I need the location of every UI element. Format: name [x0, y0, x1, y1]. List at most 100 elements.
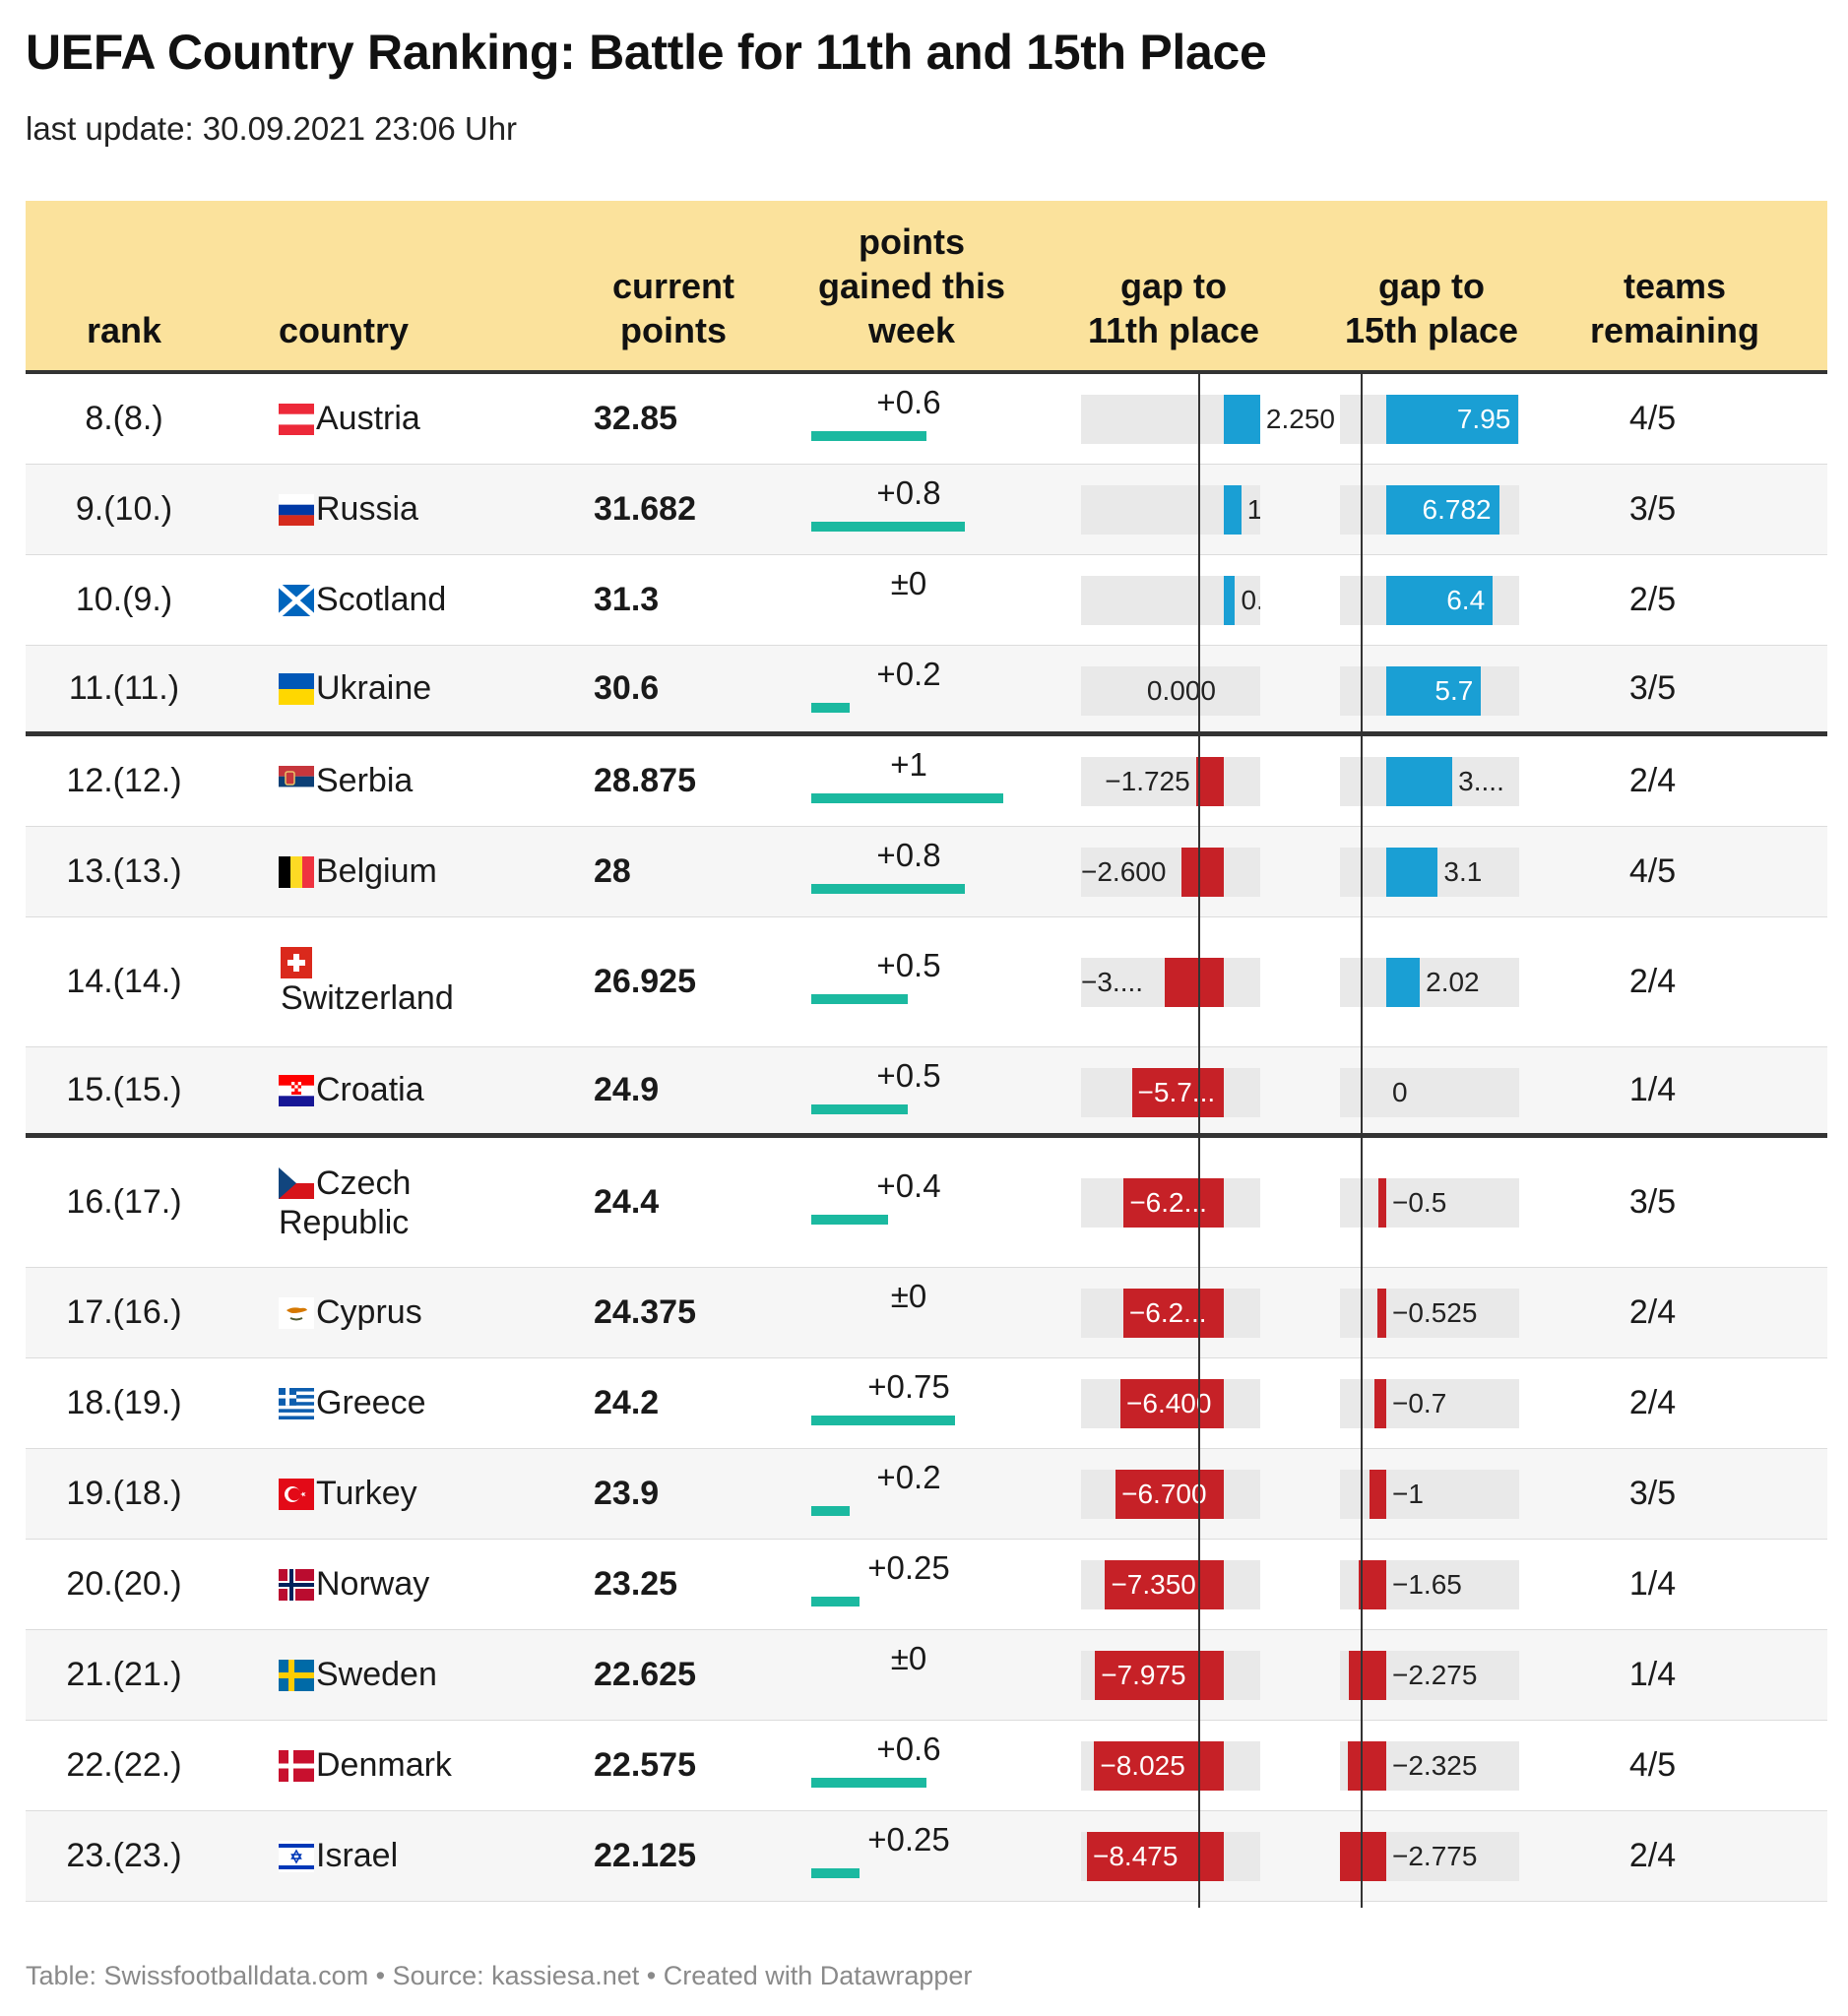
gap-11th-bar: [1094, 1741, 1224, 1791]
gap-15th-cell: −0.5: [1340, 1178, 1519, 1228]
rank-cell: 10.(9.): [75, 581, 173, 618]
current-points-cell: 22.575: [594, 1746, 696, 1784]
gap-15th-cell: −0.525: [1340, 1289, 1519, 1338]
country-cell: Ukraine: [279, 646, 574, 731]
current-points-cell: 24.375: [594, 1293, 696, 1331]
gap-15th-cell: −1.65: [1340, 1560, 1519, 1609]
turkey-flag-icon: [279, 1478, 314, 1510]
gap-11th-bar: [1224, 485, 1242, 535]
current-points-cell: 22.625: [594, 1656, 696, 1693]
gap-11th-bar: [1122, 1289, 1224, 1338]
points-gained-label: +0.6: [876, 384, 941, 420]
header-points-gained[interactable]: points gained this week: [817, 221, 1006, 350]
country-name: Scotland: [316, 581, 447, 618]
country-cell: Russia: [279, 465, 574, 554]
header-teams-remaining[interactable]: teams remaining: [1589, 266, 1760, 350]
header-rank[interactable]: rank: [86, 310, 162, 350]
teams-remaining-cell: 2/4: [1628, 963, 1677, 1000]
current-points-cell: 26.925: [594, 963, 696, 1000]
switzerland-flag-icon: [279, 946, 314, 978]
country-cell: Cyprus: [279, 1268, 574, 1357]
scotland-flag-icon: [277, 582, 316, 618]
gap-11th-cell: −6.400: [1081, 1379, 1260, 1428]
table-row: 12.(12.) Serbia 28.875 +1 −1.725 3.... 2/4: [26, 736, 1827, 827]
rank-cell: 14.(14.): [66, 963, 182, 1000]
gap-15th-cell: 6.782: [1340, 485, 1519, 535]
points-gained-cell: ±0: [811, 1268, 1055, 1357]
header-country[interactable]: country: [279, 310, 410, 350]
country-name: Cyprus: [316, 1293, 422, 1331]
gap-15th-bar: [1386, 958, 1421, 1007]
teams-remaining-cell: 4/5: [1628, 400, 1677, 437]
header-current-points[interactable]: current points: [611, 266, 735, 350]
points-gained-cell: +1: [811, 736, 1055, 826]
points-gained-cell: +0.2: [811, 646, 1055, 731]
gap-15th-bar: [1377, 1289, 1386, 1338]
points-gained-label: +0.2: [876, 656, 941, 692]
points-gained-label: +0.5: [876, 947, 941, 983]
points-gained-cell: ±0: [811, 555, 1055, 645]
gap-11th-bar: [1115, 1470, 1224, 1519]
gap-11th-bar: [1164, 958, 1224, 1007]
gap-11th-cell: −8.025: [1081, 1741, 1260, 1791]
table-row: 22.(22.) Denmark 22.575 +0.6 −8.025 −2.325 4/5: [26, 1721, 1827, 1811]
gap-11th-bar: [1224, 395, 1260, 444]
israel-flag-icon: [279, 1840, 314, 1872]
gap-11th-label: 0.000: [1146, 675, 1216, 706]
norway-flag-icon: [279, 1568, 314, 1601]
points-gained-label: +1: [890, 746, 927, 783]
points-gained-bar: [811, 1597, 860, 1606]
gap-11th-label: −5.7...: [1137, 1077, 1216, 1107]
gap-15th-label: 3....: [1458, 766, 1504, 796]
country-cell: Greece: [279, 1358, 574, 1448]
gap-15th-bar: [1386, 485, 1499, 535]
header-gap-15th[interactable]: gap to 15th place: [1344, 266, 1519, 350]
current-points-cell: 28: [594, 852, 631, 890]
rank-cell: 15.(15.): [66, 1071, 182, 1108]
gap-11th-bar: [1120, 1379, 1224, 1428]
points-gained-cell: +0.25: [811, 1540, 1055, 1629]
points-gained-cell: +0.8: [811, 465, 1055, 554]
country-name: Croatia: [316, 1071, 424, 1108]
current-points-cell: 30.6: [594, 669, 660, 707]
rank-cell: 17.(16.): [66, 1293, 182, 1331]
gap-15th-label: −0.5: [1392, 1187, 1447, 1218]
gap-11th-label: −6.400: [1126, 1388, 1212, 1418]
country-name-line: Republic: [279, 1203, 410, 1241]
gap-11th-cell: −2.600: [1081, 848, 1260, 897]
teams-remaining-cell: 2/4: [1628, 1384, 1677, 1421]
points-gained-cell: +0.25: [811, 1811, 1055, 1901]
current-points-cell: 32.85: [594, 400, 678, 437]
table-row: 15.(15.) Croatia 24.9 +0.5 −5.7... 0 1/4: [26, 1047, 1827, 1138]
points-gained-cell: +0.8: [811, 827, 1055, 916]
gap-15th-zero-axis: [1361, 374, 1363, 1908]
cyprus-flag-icon: [279, 1296, 314, 1329]
header-gap-11th[interactable]: gap to 11th place: [1087, 266, 1260, 350]
table-row: 9.(10.) Russia 31.682 +0.8 1.082 6.782 3/5: [26, 465, 1827, 555]
points-gained-bar: [811, 1868, 860, 1878]
country-cell: Sweden: [279, 1630, 574, 1720]
country-name: Israel: [316, 1837, 399, 1874]
belgium-flag-icon: [279, 855, 314, 888]
points-gained-label: +0.8: [876, 474, 941, 511]
gap-15th-label: −2.275: [1392, 1660, 1478, 1690]
gap-15th-bar: [1386, 757, 1453, 806]
current-points-cell: 24.2: [594, 1384, 660, 1421]
gap-11th-cell: −7.975: [1081, 1651, 1260, 1700]
serbia-flag-icon: [279, 765, 314, 797]
country-name: Serbia: [316, 762, 414, 799]
gap-11th-label: −7.350: [1111, 1569, 1196, 1600]
teams-remaining-cell: 2/4: [1628, 762, 1677, 799]
country-name: Belgium: [316, 852, 437, 890]
current-points-cell: 23.9: [594, 1475, 660, 1512]
czech-republic-flag-icon: [279, 1166, 314, 1199]
gap-15th-bar: [1386, 395, 1519, 444]
points-gained-label: +0.4: [876, 1167, 941, 1204]
gap-11th-zero-axis: [1198, 374, 1200, 1908]
points-gained-bar: [811, 431, 926, 441]
teams-remaining-cell: 2/4: [1628, 1837, 1677, 1874]
points-gained-label: ±0: [890, 1640, 927, 1676]
gap-11th-bar: [1087, 1832, 1224, 1881]
rank-cell: 20.(20.): [66, 1565, 182, 1603]
gap-15th-bar: [1340, 1832, 1386, 1881]
